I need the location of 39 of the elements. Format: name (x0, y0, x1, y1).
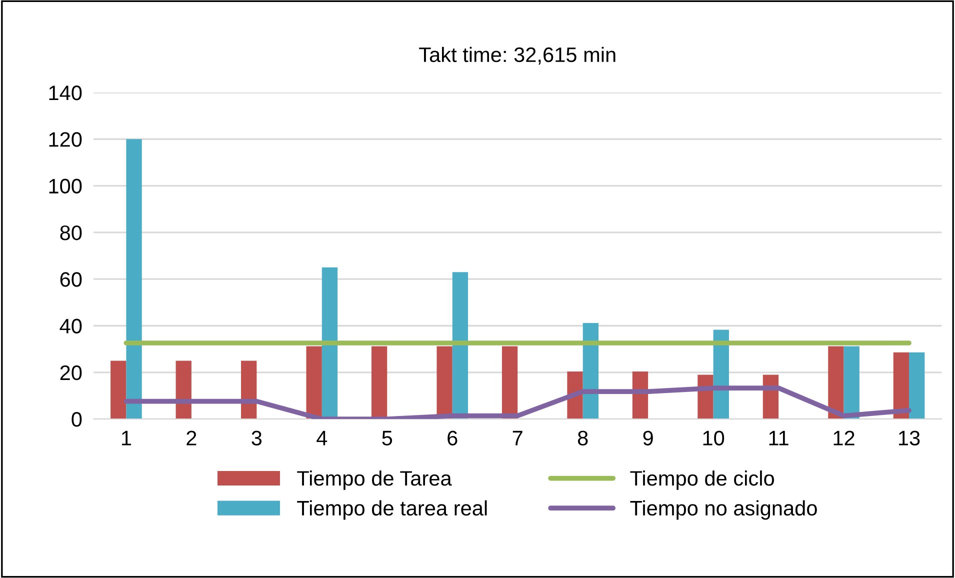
y-tick-label: 120 (49, 132, 82, 147)
bar (306, 346, 322, 420)
x-tick-label: 7 (512, 430, 522, 446)
legend-label: Tiempo de tarea real (297, 500, 487, 520)
x-tick-label: 13 (899, 430, 920, 446)
chart-title: Takt time: 32,615 min (419, 46, 616, 65)
x-tick-label: 10 (703, 430, 724, 446)
x-tick-label: 2 (186, 430, 196, 446)
y-tick-label: 100 (49, 178, 82, 194)
x-tick-label: 5 (382, 430, 392, 446)
line-series (124, 386, 912, 420)
x-tick-label: 8 (578, 430, 588, 446)
bar (176, 360, 192, 420)
y-tick-label: 80 (60, 225, 82, 240)
x-tick-label: 1 (122, 430, 131, 446)
bar (110, 360, 126, 420)
bar (126, 139, 142, 420)
legend-label: Tiempo no asignado (630, 500, 817, 520)
x-tick-label: 12 (834, 430, 854, 446)
y-tick-label: 60 (60, 272, 82, 287)
bar (844, 346, 860, 420)
x-tick-label: 4 (316, 430, 328, 446)
x-tick-label: 11 (769, 430, 788, 446)
bar (502, 346, 518, 420)
legend-label: Tiempo de ciclo (630, 470, 774, 490)
bar (436, 346, 452, 420)
y-tick-label: 140 (49, 85, 82, 100)
bar (893, 352, 910, 420)
legend-label: Tiempo de Tarea (297, 470, 452, 490)
y-tick-label: 0 (72, 412, 82, 427)
x-tick-label: 6 (448, 430, 458, 446)
bar (452, 272, 468, 420)
bar (241, 360, 257, 420)
y-tick-label: 20 (60, 365, 82, 380)
bar (909, 352, 925, 420)
x-tick-label: 9 (643, 430, 653, 446)
bar (828, 346, 844, 420)
x-tick-label: 3 (252, 430, 262, 446)
y-tick-label: 40 (60, 318, 82, 334)
